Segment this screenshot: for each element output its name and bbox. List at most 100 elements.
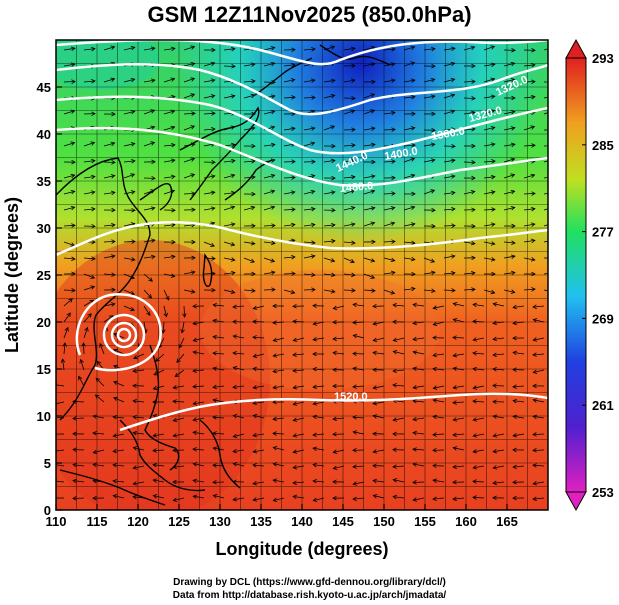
wind-arrowhead bbox=[332, 495, 337, 501]
wind-arrowhead bbox=[176, 358, 181, 364]
wind-arrowhead bbox=[291, 271, 296, 276]
wind-vector bbox=[303, 289, 316, 291]
wind-arrowhead bbox=[230, 257, 236, 262]
wind-arrowhead bbox=[432, 305, 438, 310]
wind-vector bbox=[183, 271, 195, 275]
wind-arrowhead bbox=[451, 206, 456, 212]
wind-vector bbox=[113, 416, 125, 419]
wind-arrowhead bbox=[91, 111, 96, 117]
wind-arrowhead bbox=[272, 368, 278, 374]
wind-vector bbox=[56, 416, 65, 419]
wind-arrowhead bbox=[351, 240, 356, 245]
wind-arrowhead bbox=[430, 258, 436, 263]
wind-vector bbox=[443, 159, 455, 163]
wind-vector bbox=[292, 353, 305, 356]
wind-vector bbox=[293, 401, 305, 405]
wind-vector bbox=[353, 497, 365, 500]
wind-arrowhead bbox=[551, 271, 555, 275]
wind-vector bbox=[483, 160, 496, 163]
wind-arrowhead bbox=[510, 142, 516, 148]
wind-vector bbox=[283, 64, 295, 67]
wind-vector bbox=[503, 111, 515, 115]
wind-arrowhead bbox=[432, 478, 438, 484]
wind-arrowhead bbox=[491, 159, 496, 164]
wind-vector bbox=[493, 303, 505, 307]
wind-vector bbox=[483, 208, 496, 211]
wind-arrowhead bbox=[211, 111, 216, 116]
wind-arrowhead bbox=[490, 142, 496, 147]
wind-vector bbox=[63, 327, 69, 339]
wind-arrowhead bbox=[352, 302, 358, 308]
wind-arrowhead bbox=[111, 160, 116, 165]
wind-vector bbox=[253, 481, 265, 485]
wind-arrowhead bbox=[251, 223, 256, 229]
wind-vector bbox=[113, 464, 125, 467]
wind-vector bbox=[363, 175, 375, 179]
wind-arrowhead bbox=[531, 191, 536, 196]
wind-vector bbox=[533, 399, 545, 403]
wind-arrowhead bbox=[92, 431, 97, 436]
wind-vector bbox=[323, 191, 335, 195]
wind-arrowhead bbox=[510, 289, 516, 294]
wind-vector bbox=[163, 305, 167, 317]
wind-arrowhead bbox=[272, 303, 277, 309]
wind-arrowhead bbox=[310, 141, 316, 146]
wind-vector bbox=[443, 62, 455, 67]
wind-arrowhead bbox=[332, 319, 337, 325]
wind-arrowhead bbox=[551, 95, 555, 99]
colorbar: 293 285 277 269 261 253 bbox=[565, 38, 614, 512]
wind-arrowhead bbox=[372, 414, 378, 419]
wind-arrowhead bbox=[331, 175, 336, 181]
wind-arrowhead bbox=[70, 205, 76, 211]
wind-arrowhead bbox=[312, 366, 317, 372]
wind-vector bbox=[463, 241, 475, 245]
wind-arrowhead bbox=[111, 222, 116, 228]
wind-arrowhead bbox=[551, 144, 555, 148]
wind-vector bbox=[163, 144, 175, 147]
wind-arrowhead bbox=[511, 270, 516, 276]
wind-vector bbox=[423, 159, 435, 163]
wind-vector bbox=[323, 94, 335, 99]
wind-arrowhead bbox=[310, 126, 316, 131]
wind-arrowhead bbox=[171, 142, 176, 148]
wind-vector bbox=[432, 497, 445, 500]
wind-vector bbox=[453, 385, 465, 389]
wind-vector bbox=[203, 128, 215, 131]
wind-arrowhead bbox=[72, 447, 77, 452]
wind-vector bbox=[93, 449, 105, 454]
wind-arrowhead bbox=[532, 352, 537, 357]
wind-arrowhead bbox=[551, 206, 555, 210]
wind-arrowhead bbox=[72, 431, 77, 437]
wind-vector bbox=[363, 190, 375, 195]
wind-vector bbox=[453, 303, 465, 307]
wind-vector bbox=[62, 359, 65, 371]
wind-vector bbox=[323, 257, 335, 262]
wind-vector bbox=[243, 63, 255, 67]
wind-arrowhead bbox=[230, 222, 236, 227]
wind-arrowhead bbox=[190, 289, 196, 294]
wind-arrowhead bbox=[78, 375, 83, 381]
wind-arrowhead bbox=[291, 207, 296, 212]
wind-vector bbox=[423, 271, 435, 275]
wind-arrowhead bbox=[371, 159, 376, 165]
wind-arrowhead bbox=[251, 271, 256, 277]
wind-arrowhead bbox=[410, 78, 416, 83]
wind-arrowhead bbox=[130, 173, 136, 178]
wind-vector bbox=[203, 62, 215, 67]
wind-arrowhead bbox=[70, 109, 76, 114]
y-tick-label: 5 bbox=[44, 456, 51, 471]
wind-arrowhead bbox=[252, 480, 258, 486]
wind-arrowhead bbox=[192, 447, 197, 452]
wind-arrowhead bbox=[113, 348, 118, 354]
wind-vector bbox=[303, 190, 315, 195]
wind-vector bbox=[113, 381, 125, 387]
wind-arrowhead bbox=[512, 432, 518, 438]
wind-vector bbox=[113, 397, 125, 403]
wind-vector bbox=[483, 110, 495, 115]
wind-arrowhead bbox=[492, 480, 497, 486]
wind-vector bbox=[473, 304, 485, 307]
wind-vector bbox=[243, 176, 256, 179]
wind-arrowhead bbox=[451, 144, 456, 149]
wind-arrowhead bbox=[230, 125, 236, 130]
wind-arrowhead bbox=[91, 207, 96, 212]
